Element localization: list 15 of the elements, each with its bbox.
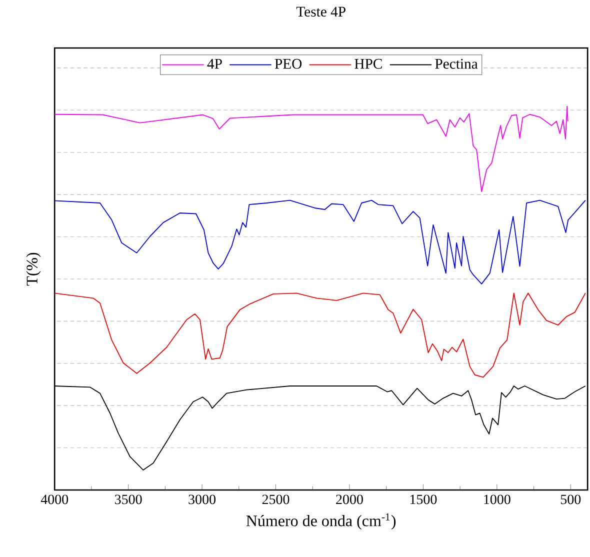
x-tick-label: 2000: [336, 494, 363, 504]
x-tick-label: 4000: [40, 494, 68, 504]
legend-label: Pectina: [435, 58, 478, 69]
x-axis-title: Número de onda (cm$^{-1}$): [246, 513, 396, 530]
legend-label: PEO: [274, 58, 302, 69]
chart-title: Teste 4P: [296, 6, 346, 17]
y-axis-title: T(%): [26, 252, 41, 286]
x-tick-label: 3500: [114, 494, 142, 504]
legend-label: HPC: [354, 58, 382, 69]
x-tick-label: 500: [560, 494, 581, 504]
x-tick-label: 1500: [410, 494, 437, 504]
x-tick-label: 2500: [262, 494, 290, 504]
x-tick-label: 1000: [484, 494, 510, 504]
legend-label: 4P: [207, 58, 222, 69]
x-tick-label: 3000: [188, 494, 216, 504]
